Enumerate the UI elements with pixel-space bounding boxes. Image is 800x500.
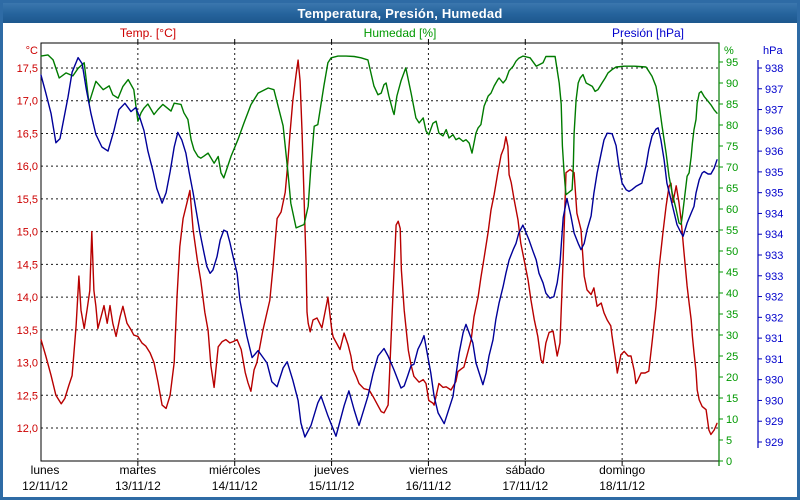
hum-tick-label: 5 [726, 435, 732, 447]
pres-tick-label: 929 [765, 416, 783, 428]
day-name-label: viernes [409, 463, 448, 477]
hum-tick-label: 20 [726, 372, 738, 384]
day-date-label: 18/11/12 [599, 479, 645, 493]
pres-tick-label: 936 [765, 125, 783, 137]
hum-tick-label: 75 [726, 141, 738, 153]
hum-tick-label: 80 [726, 120, 738, 132]
hum-tick-label: 55 [726, 225, 738, 237]
hum-tick-label: 15 [726, 393, 738, 405]
hum-tick-label: 60 [726, 204, 738, 216]
temp-tick-label: 12,5 [17, 390, 38, 402]
hum-tick-label: 35 [726, 309, 738, 321]
pres-tick-label: 932 [765, 312, 783, 324]
hum-tick-label: 30 [726, 330, 738, 342]
title-bar: Temperatura, Presión, Humedad [3, 3, 797, 23]
pres-tick-label: 937 [765, 105, 783, 117]
day-name-label: martes [120, 463, 157, 477]
day-date-label: 15/11/12 [309, 479, 355, 493]
pres-curve [40, 56, 718, 438]
plot-frame [40, 42, 720, 462]
hum-axis-unit: % [724, 45, 734, 57]
temp-tick-label: 16,5 [17, 128, 38, 140]
day-date-label: 16/11/12 [406, 479, 452, 493]
hum-tick-label: 50 [726, 246, 738, 258]
day-name-label: domingo [599, 463, 645, 477]
pres-tick-label: 930 [765, 395, 783, 407]
temp-tick-label: 16,0 [17, 161, 38, 173]
hum-tick-label: 65 [726, 183, 738, 195]
day-name-label: jueves [313, 463, 349, 477]
hum-tick-label: 70 [726, 162, 738, 174]
temp-tick-label: 17,0 [17, 96, 38, 108]
day-name-label: miércoles [209, 463, 260, 477]
pres-tick-label: 932 [765, 292, 783, 304]
hum-tick-label: 45 [726, 267, 738, 279]
pres-tick-label: 936 [765, 146, 783, 158]
window-title: Temperatura, Presión, Humedad [297, 5, 503, 21]
temp-tick-label: 13,0 [17, 358, 38, 370]
hum-tick-label: 0 [726, 456, 732, 468]
legend-item-pressure: Presión [hPa] [611, 26, 685, 40]
day-date-label: 12/11/12 [22, 479, 68, 493]
day-date-label: 14/11/12 [212, 479, 258, 493]
temp-tick-label: 12,0 [17, 423, 38, 435]
day-date-label: 13/11/12 [115, 479, 161, 493]
temp-curve [40, 59, 718, 436]
hum-tick-label: 40 [726, 288, 738, 300]
pres-tick-label: 933 [765, 250, 783, 262]
legend-item-humidity: Humedad [%] [363, 26, 437, 40]
pres-tick-label: 931 [765, 354, 783, 366]
pres-tick-label: 935 [765, 167, 783, 179]
pres-tick-label: 933 [765, 271, 783, 283]
pres-tick-label: 934 [765, 229, 783, 241]
pres-tick-label: 935 [765, 188, 783, 200]
pres-tick-label: 929 [765, 437, 783, 449]
day-name-label: sábado [506, 463, 546, 477]
hum-tick-label: 25 [726, 351, 738, 363]
temp-tick-label: 13,5 [17, 325, 38, 337]
day-date-label: 17/11/12 [502, 479, 548, 493]
pres-tick-label: 934 [765, 208, 783, 220]
pres-tick-label: 930 [765, 375, 783, 387]
pres-axis-unit: hPa [763, 45, 783, 57]
hum-tick-label: 10 [726, 414, 738, 426]
temp-tick-label: 14,0 [17, 292, 38, 304]
hum-tick-label: 85 [726, 99, 738, 111]
temp-tick-label: 15,5 [17, 194, 38, 206]
hum-tick-label: 90 [726, 78, 738, 90]
temp-tick-label: 17,5 [17, 63, 38, 75]
pres-tick-label: 937 [765, 84, 783, 96]
temp-axis-unit: °C [26, 45, 38, 57]
temp-tick-label: 14,5 [17, 259, 38, 271]
pres-tick-label: 938 [765, 63, 783, 75]
temp-tick-label: 15,0 [17, 227, 38, 239]
pres-tick-label: 931 [765, 333, 783, 345]
legend-item-temp: Temp. [°C] [119, 26, 177, 40]
hum-curve [40, 54, 718, 229]
day-name-label: lunes [31, 463, 60, 477]
hum-tick-label: 95 [726, 57, 738, 69]
